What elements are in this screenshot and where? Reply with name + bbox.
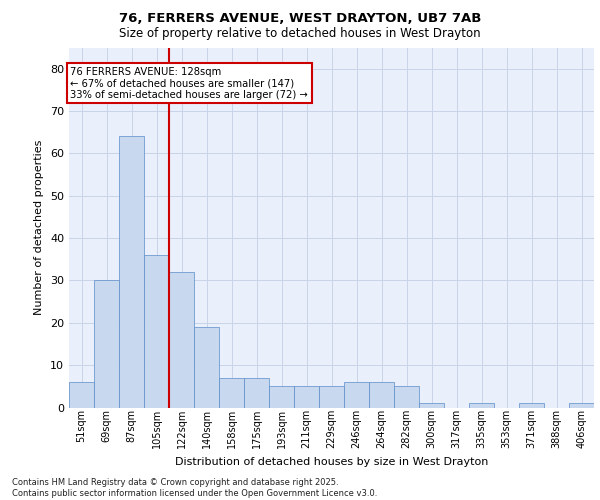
Bar [69, 382, 94, 407]
Bar [94, 280, 119, 407]
X-axis label: Distribution of detached houses by size in West Drayton: Distribution of detached houses by size … [175, 456, 488, 466]
Bar [269, 386, 294, 407]
Bar [144, 255, 169, 408]
Bar [119, 136, 144, 407]
Text: Contains HM Land Registry data © Crown copyright and database right 2025.
Contai: Contains HM Land Registry data © Crown c… [12, 478, 377, 498]
Text: Size of property relative to detached houses in West Drayton: Size of property relative to detached ho… [119, 28, 481, 40]
Bar [344, 382, 369, 407]
Bar [519, 404, 544, 407]
Bar [469, 404, 494, 407]
Bar [394, 386, 419, 407]
Bar [219, 378, 244, 408]
Bar [369, 382, 394, 407]
Bar [169, 272, 194, 407]
Bar [194, 327, 219, 407]
Y-axis label: Number of detached properties: Number of detached properties [34, 140, 44, 315]
Text: 76, FERRERS AVENUE, WEST DRAYTON, UB7 7AB: 76, FERRERS AVENUE, WEST DRAYTON, UB7 7A… [119, 12, 481, 26]
Bar [244, 378, 269, 408]
Bar [569, 404, 594, 407]
Text: 76 FERRERS AVENUE: 128sqm
← 67% of detached houses are smaller (147)
33% of semi: 76 FERRERS AVENUE: 128sqm ← 67% of detac… [70, 66, 308, 100]
Bar [294, 386, 319, 407]
Bar [419, 404, 444, 407]
Bar [319, 386, 344, 407]
